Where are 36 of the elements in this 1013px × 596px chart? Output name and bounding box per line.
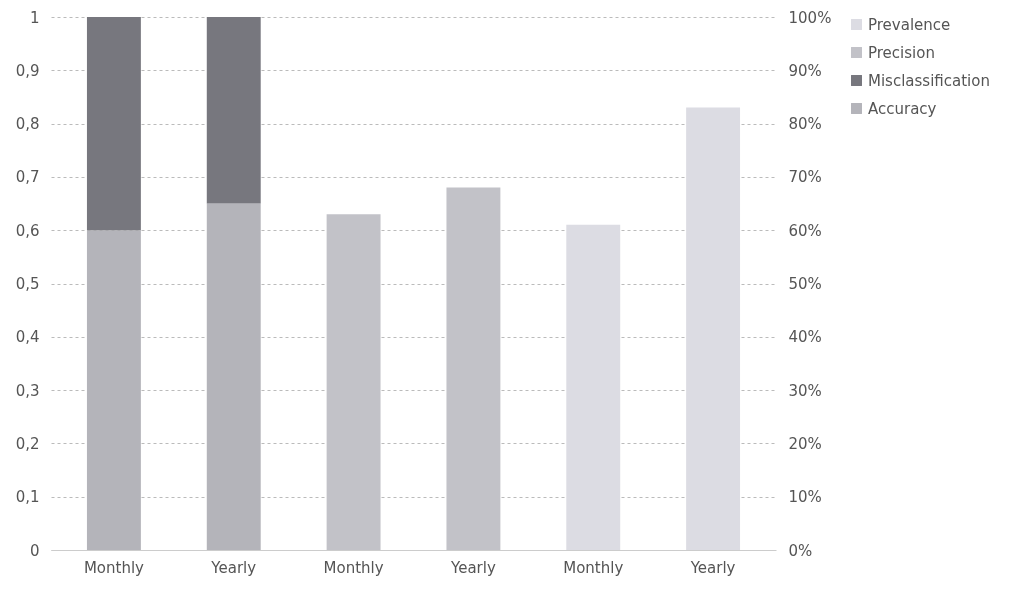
y2-tick-label: 50%	[788, 275, 822, 293]
y-tick-label: 1	[29, 8, 40, 27]
y2-tick-label: 70%	[788, 168, 822, 187]
legend-label: Prevalence	[868, 15, 951, 34]
legend-label: Misclassification	[868, 71, 990, 90]
x-tick-label: Monthly	[563, 558, 624, 577]
y-tick-label: 0,8	[15, 115, 40, 134]
y2-tick-label: 80%	[788, 115, 822, 134]
y2-tick-label: 0%	[788, 541, 813, 560]
y-tick-label: 0,4	[15, 328, 40, 347]
y2-tick-label: 60%	[788, 221, 822, 240]
y-tick-label: 0,2	[15, 434, 40, 453]
y2-tick-label: 30%	[788, 381, 822, 400]
y-tick-label: 0,9	[15, 61, 40, 80]
y-tick-label: 0	[29, 541, 40, 560]
y2-tick-label: 100%	[788, 8, 832, 27]
x-tick-label: Yearly	[450, 558, 496, 577]
y2-tick-label: 10%	[788, 488, 822, 507]
legend-label: Precision	[868, 43, 935, 62]
bar	[566, 224, 621, 550]
bar	[686, 107, 741, 550]
bar	[206, 17, 261, 204]
x-tick-label: Yearly	[210, 558, 257, 577]
x-tick-label: Monthly	[83, 558, 145, 577]
y-tick-label: 0,5	[15, 275, 40, 293]
y2-tick-label: 40%	[788, 328, 822, 347]
bar	[86, 17, 141, 231]
x-tick-label: Yearly	[689, 558, 736, 577]
legend-label: Accuracy	[868, 99, 937, 118]
x-tick-label: Monthly	[323, 558, 384, 577]
y-tick-label: 0,7	[15, 168, 40, 187]
y-tick-label: 0,6	[15, 221, 40, 240]
y-tick-label: 0,1	[15, 488, 40, 507]
y-tick-label: 0,3	[15, 381, 40, 400]
y2-tick-label: 90%	[788, 61, 822, 80]
y2-tick-label: 20%	[788, 434, 822, 453]
